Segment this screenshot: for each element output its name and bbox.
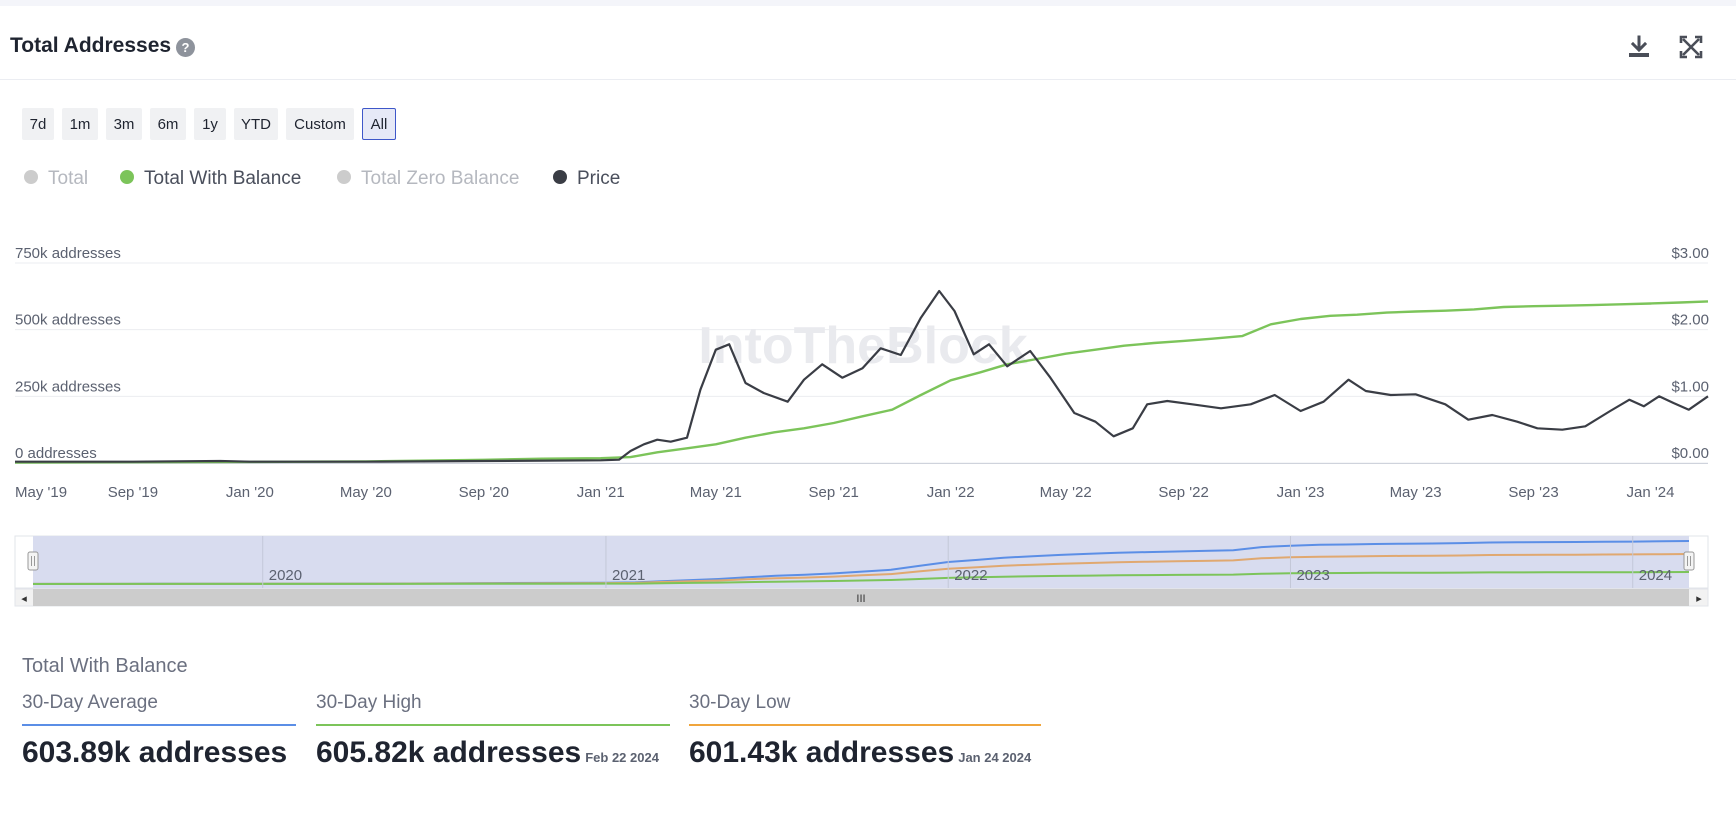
legend-dot — [24, 169, 38, 184]
fullscreen-icon[interactable] — [1678, 34, 1704, 60]
legend-label: Total With Balance — [144, 168, 302, 189]
series-line-total-with-balance — [14, 300, 1709, 464]
range-button-custom[interactable]: Custom — [286, 108, 354, 140]
range-button-7d[interactable]: 7d — [22, 108, 54, 140]
y-right-tick-label: $1.00 — [1671, 378, 1709, 395]
stat-card-30-day-low: 30-Day Low 601.43k addresses Jan 24 2024 — [689, 692, 1041, 770]
legend-item-total-zero-balance[interactable]: Total Zero Balance — [337, 168, 519, 190]
x-tick-label: Jan '21 — [577, 484, 625, 501]
navigator-year-label: 2021 — [612, 567, 645, 584]
stat-value-text: 605.82k addresses — [316, 736, 582, 769]
navigator-selection — [33, 536, 1689, 588]
legend-item-total-with-balance[interactable]: Total With Balance — [120, 168, 301, 190]
stat-value-text: 603.89k addresses — [22, 736, 288, 769]
stat-label: 30-Day High — [316, 692, 422, 713]
stat-label: 30-Day Average — [22, 692, 158, 713]
x-tick-label: Sep '23 — [1508, 484, 1558, 501]
x-tick-label: Jan '20 — [226, 484, 274, 501]
x-tick-label: May '22 — [1040, 484, 1092, 501]
range-button-6m[interactable]: 6m — [150, 108, 186, 140]
x-tick-label: Jan '23 — [1277, 484, 1325, 501]
range-button-3m[interactable]: 3m — [106, 108, 142, 140]
range-button-ytd[interactable]: YTD — [234, 108, 278, 140]
legend-dot — [120, 169, 134, 184]
y-right-tick-label: $0.00 — [1671, 445, 1709, 462]
navigator-year-label: 2020 — [269, 567, 302, 584]
y-left-tick-label: 250k addresses — [15, 378, 121, 395]
navigator-year-label: 2024 — [1639, 567, 1672, 584]
x-tick-label: May '19 — [15, 484, 67, 501]
legend-dot — [553, 169, 567, 184]
help-icon[interactable]: ? — [176, 38, 195, 57]
stat-value: 603.89k addresses — [22, 736, 296, 770]
navigator-year-label: 2022 — [954, 567, 987, 584]
navigator-year-label: 2023 — [1296, 567, 1329, 584]
x-tick-label: Sep '21 — [808, 484, 858, 501]
x-tick-label: Sep '20 — [459, 484, 509, 501]
stat-value-text: 601.43k addresses — [689, 736, 955, 769]
stat-value: 601.43k addresses Jan 24 2024 — [689, 736, 1041, 770]
stats-title: Total With Balance — [22, 655, 188, 677]
x-tick-label: May '23 — [1390, 484, 1442, 501]
x-tick-label: Sep '22 — [1158, 484, 1208, 501]
y-right-tick-label: $3.00 — [1671, 245, 1709, 262]
stat-value: 605.82k addresses Feb 22 2024 — [316, 736, 670, 770]
page-title: Total Addresses — [10, 34, 172, 57]
y-left-tick-label: 500k addresses — [15, 312, 121, 329]
legend-dot — [337, 169, 351, 184]
series-line-price — [15, 289, 1709, 463]
x-tick-label: Jan '22 — [927, 484, 975, 501]
stat-card-30-day-average: 30-Day Average 603.89k addresses — [22, 692, 296, 770]
scroll-right-arrow[interactable]: ▸ — [1696, 593, 1702, 605]
legend-label: Price — [577, 168, 621, 189]
range-button-all[interactable]: All — [362, 108, 396, 140]
range-button-1y[interactable]: 1y — [194, 108, 226, 140]
stat-underline — [22, 724, 296, 726]
navigator-line-balance — [32, 571, 1690, 585]
y-left-tick-label: 750k addresses — [15, 245, 121, 262]
legend-label: Total — [48, 168, 89, 189]
stat-date: Jan 24 2024 — [958, 750, 1032, 765]
legend-item-price[interactable]: Price — [553, 168, 620, 190]
x-tick-label: May '21 — [690, 484, 742, 501]
watermark: IntoTheBlock — [698, 317, 1027, 375]
x-tick-label: Jan '24 — [1627, 484, 1675, 501]
chart-header: Total Addresses ? — [0, 6, 1736, 80]
top-band — [0, 0, 1736, 6]
stat-card-30-day-high: 30-Day High 605.82k addresses Feb 22 2024 — [316, 692, 670, 770]
legend-item-total[interactable]: Total — [24, 168, 88, 190]
range-button-1m[interactable]: 1m — [62, 108, 98, 140]
chart-area: 0 addresses 250k addresses 500k addresses 7… — [14, 245, 1709, 607]
y-right-tick-label: $2.00 — [1671, 312, 1709, 329]
stat-label: 30-Day Low — [689, 692, 791, 713]
stat-underline — [689, 724, 1041, 726]
download-icon[interactable] — [1626, 34, 1652, 60]
navigator-right-handle[interactable] — [1683, 551, 1695, 571]
x-tick-label: May '20 — [340, 484, 392, 501]
scroll-left-arrow[interactable]: ◂ — [21, 593, 27, 605]
scrollbar-thumb[interactable] — [33, 589, 1689, 606]
x-tick-label: Sep '19 — [108, 484, 158, 501]
stat-date: Feb 22 2024 — [585, 750, 659, 765]
legend-label: Total Zero Balance — [361, 168, 520, 189]
y-left-tick-label: 0 addresses — [15, 445, 97, 462]
navigator-left-handle[interactable] — [27, 551, 39, 571]
stat-underline — [316, 724, 670, 726]
scrollbar-grip: III — [856, 593, 865, 605]
